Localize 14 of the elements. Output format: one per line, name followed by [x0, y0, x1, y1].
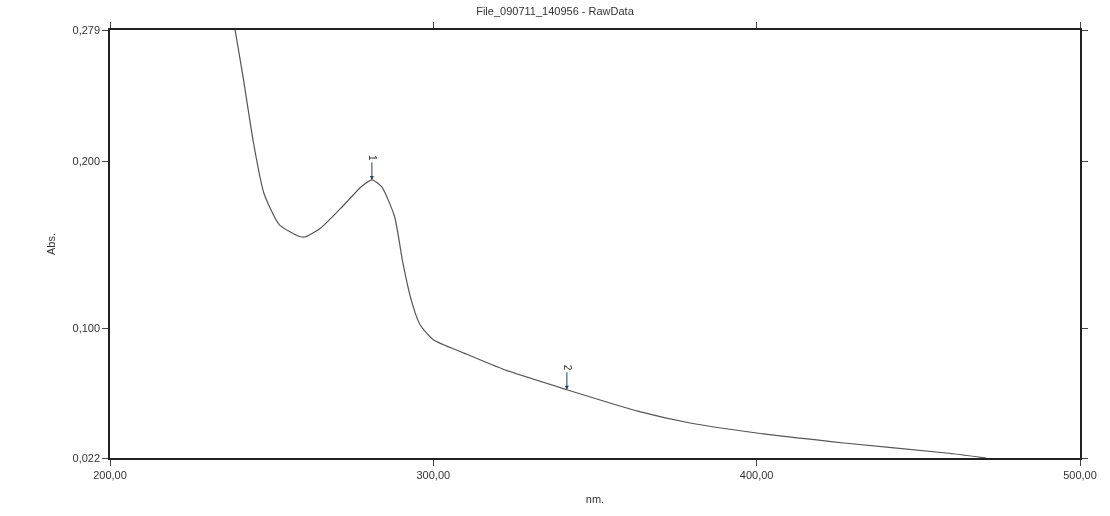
x-tick-label: 500,00 [1063, 468, 1097, 481]
x-tick-label: 300,00 [416, 468, 451, 481]
x-axis-title: nm. [585, 492, 605, 505]
annotation: 2 [561, 364, 573, 371]
annotation: 1 [366, 154, 378, 161]
y-tick-label: 0,022 [72, 451, 101, 464]
y-tick-label: 0,279 [72, 23, 101, 36]
y-axis-title: Abs. [44, 232, 57, 256]
y-tick-label: 0,100 [72, 321, 101, 334]
x-tick-label: 200,00 [93, 468, 127, 481]
y-tick-label: 0,200 [72, 155, 101, 168]
line-series [234, 30, 987, 458]
x-tick-label: 400,00 [739, 468, 774, 481]
chart-title: File_090711_140956 - RawData [476, 5, 635, 18]
